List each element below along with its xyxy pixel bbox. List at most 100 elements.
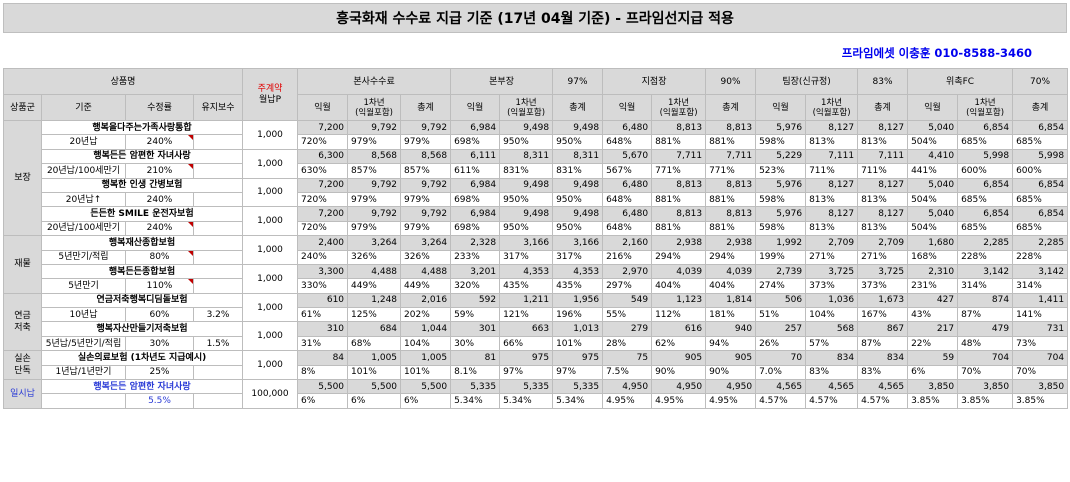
commission-percent: 523% [755,163,807,179]
commission-percent: 373% [857,278,909,294]
header-pct-team: 83% [857,68,909,95]
header-main-contract: 주계약 [257,83,283,94]
header-sub-first-year-bottom: (익월포함) [966,107,1005,118]
commission-percent: 294% [651,249,707,265]
commission-percent: 711% [857,163,909,179]
commission-amount: 5,998 [957,148,1014,165]
commission-percent: 87% [957,307,1014,323]
commission-amount: 568 [805,321,859,337]
commission-amount: 9,792 [347,206,402,222]
commission-amount: 3,264 [400,235,452,251]
commission-amount: 4,039 [705,263,757,280]
commission-percent: 720% [297,191,349,208]
commission-percent: 979% [347,134,402,150]
commission-amount: 1,036 [805,292,859,309]
commission-amount: 2,938 [651,235,707,251]
commission-amount: 1,044 [400,321,452,337]
commission-percent: 68% [347,335,402,352]
commission-percent: 87% [857,335,909,352]
commission-amount: 592 [450,292,501,309]
commission-percent: 26% [755,335,807,352]
header-product-name: 상품명 [2,68,244,95]
commission-amount: 5,976 [755,206,807,222]
header-sub-first-year: 1차년 (익월포함) [651,94,707,121]
page-title: 흥국화재 수수료 지급 기준 (17년 04월 기준) - 프라임선지급 적용 [3,3,1067,33]
commission-percent: 881% [651,191,707,208]
commission-percent: 51% [755,307,807,323]
rate-value: 60% [125,307,194,323]
commission-amount: 5,335 [552,379,604,395]
commission-amount: 81 [450,350,501,366]
commission-amount: 9,498 [552,177,604,193]
commission-amount: 4,353 [499,263,554,280]
commission-percent: 168% [907,249,959,265]
commission-percent: 711% [805,163,859,179]
rate-value: 210% [125,163,194,179]
commission-percent: 611% [450,163,501,179]
commission-amount: 6,854 [1012,206,1069,222]
header-basis-col: 기준 [41,94,126,121]
commission-amount: 8,127 [805,206,859,222]
commission-percent: 441% [907,163,959,179]
commission-percent: 22% [907,335,959,352]
maintenance-value: 1.5% [192,335,244,352]
commission-amount: 6,854 [1012,177,1069,193]
commission-percent: 90% [651,364,707,381]
commission-percent: 8% [297,364,349,381]
header-sub-first-year-top: 1차년 [363,97,385,108]
header-group-fc: 위촉FC [907,68,1014,95]
commission-amount: 5,998 [1012,148,1069,165]
commission-percent: 330% [297,278,349,294]
commission-percent: 83% [805,364,859,381]
header-group-team: 팀장(신규정) [755,68,859,95]
commission-amount: 1,411 [1012,292,1069,309]
monthly-premium: 1,000 [242,177,299,208]
rate-value: 240% [125,134,194,150]
commission-amount: 2,160 [602,235,653,251]
commission-amount: 2,016 [400,292,452,309]
commission-percent: 271% [805,249,859,265]
commission-amount: 3,850 [957,379,1014,395]
commission-amount: 8,127 [857,119,909,136]
commission-amount: 663 [499,321,554,337]
product-name: 행복한 인생 간병보험 [40,177,244,193]
commission-amount: 7,200 [297,177,349,193]
header-sub-next-month: 익월 [755,94,807,121]
header-sub-next-month: 익월 [297,94,349,121]
commission-percent: 199% [755,249,807,265]
commission-amount: 5,335 [499,379,554,395]
commission-amount: 6,854 [957,119,1014,136]
commission-amount: 3,166 [552,235,604,251]
category-label: 보장 [3,119,42,237]
commission-amount: 4,950 [705,379,757,395]
commission-amount: 5,335 [450,379,501,395]
commission-amount: 9,792 [347,119,402,136]
commission-percent: 57% [805,335,859,352]
commission-percent: 881% [705,220,757,237]
commission-amount: 8,813 [705,177,757,193]
commission-percent: 881% [705,134,757,150]
header-sub-first-year-bottom: (익월포함) [355,107,393,118]
monthly-premium: 1,000 [242,292,299,323]
header-pct-division: 97% [552,68,604,95]
commission-percent: 813% [857,134,909,150]
commission-amount: 7,200 [297,206,349,222]
commission-amount: 2,709 [857,235,909,251]
header-sub-first-year-top: 1차년 [821,97,843,108]
rate-value: 80% [125,249,194,265]
monthly-premium: 1,000 [242,148,299,179]
rate-value: 30% [125,335,194,352]
header-sub-total: 총계 [705,94,757,121]
commission-percent: 48% [957,335,1014,352]
header-sub-total: 총계 [400,94,452,121]
commission-amount: 8,311 [499,148,554,165]
header-sub-next-month: 익월 [602,94,653,121]
commission-percent: 6% [907,364,959,381]
commission-percent: 233% [450,249,501,265]
commission-percent: 648% [602,220,653,237]
commission-percent: 317% [499,249,554,265]
header-monthly-premium: 주계약 월납P [242,68,299,121]
monthly-premium: 1,000 [242,120,299,150]
header-group-hq: 본사수수료 [297,68,452,95]
commission-percent: 404% [705,278,757,294]
